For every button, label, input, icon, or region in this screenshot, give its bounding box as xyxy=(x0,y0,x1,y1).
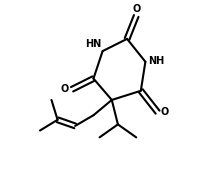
Text: O: O xyxy=(161,107,169,117)
Text: O: O xyxy=(133,4,141,15)
Text: HN: HN xyxy=(85,39,101,49)
Text: O: O xyxy=(61,84,69,94)
Text: NH: NH xyxy=(148,56,164,66)
